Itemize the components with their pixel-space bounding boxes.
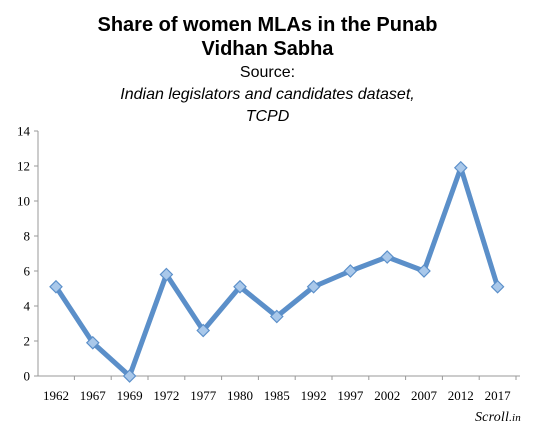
x-tick-label: 1967 [80, 388, 107, 403]
x-tick-label: 1977 [190, 388, 217, 403]
data-point-marker [159, 267, 174, 282]
source-prefix: Source: [239, 64, 296, 81]
data-point-marker [343, 264, 358, 278]
x-tick-label: 1992 [301, 388, 327, 403]
data-point-marker [233, 279, 247, 294]
brand-suffix: .in [509, 412, 521, 424]
x-tick-label: 2017 [485, 388, 512, 403]
y-tick-label: 8 [24, 229, 31, 244]
data-point-marker [196, 323, 211, 338]
chart-subtitle: Source: Indian legislators and candidate… [0, 62, 535, 128]
chart-title-line-2: Vidhan Sabha [201, 38, 334, 60]
y-tick-label: 10 [17, 194, 30, 209]
x-tick-label: 1972 [153, 388, 179, 403]
source-name-part-2: TCPD [245, 108, 290, 125]
x-tick-label: 1969 [117, 388, 143, 403]
source-name-part-1: Indian legislators and candidates datase… [120, 86, 415, 103]
chart-subtitle-line-1: Source: Indian legislators and candidate… [0, 62, 535, 106]
y-axis-ticks: 0 2 4 6 8 10 12 14 [17, 124, 38, 384]
chart-series [49, 160, 505, 383]
data-point-marker [490, 279, 505, 294]
data-point-marker [122, 369, 137, 383]
data-point-marker [417, 264, 431, 278]
y-tick-label: 14 [17, 124, 31, 139]
data-point-marker [269, 309, 284, 324]
data-point-marker [49, 279, 63, 294]
data-point-marker [380, 250, 395, 264]
y-tick-label: 6 [24, 264, 31, 279]
y-tick-label: 2 [24, 334, 31, 349]
x-tick-label: 2012 [448, 388, 474, 403]
x-tick-label: 1980 [227, 388, 253, 403]
y-tick-label: 4 [24, 299, 31, 314]
x-tick-label: 1997 [337, 388, 364, 403]
data-point-marker [306, 279, 321, 294]
data-point-marker [85, 335, 100, 350]
chart-title-line-1: Share of women MLAs in the Punab [97, 14, 438, 36]
scroll-logo: Scroll.in [475, 410, 521, 426]
x-tick-label: 1985 [264, 388, 290, 403]
brand-name: Scroll [474, 410, 510, 425]
x-axis-ticks: 1962 1967 1969 1972 1977 1980 1985 1992 1997 2002… [43, 376, 517, 403]
x-tick-label: 1962 [43, 388, 69, 403]
x-tick-label: 2007 [411, 388, 438, 403]
chart-axes [37, 131, 520, 377]
y-tick-label: 0 [24, 369, 31, 384]
data-point-marker [453, 160, 468, 175]
x-tick-label: 2002 [374, 388, 400, 403]
y-tick-label: 12 [17, 159, 30, 174]
chart-title: Share of women MLAs in the Punab Vidhan … [0, 13, 535, 61]
series-line [53, 165, 501, 379]
